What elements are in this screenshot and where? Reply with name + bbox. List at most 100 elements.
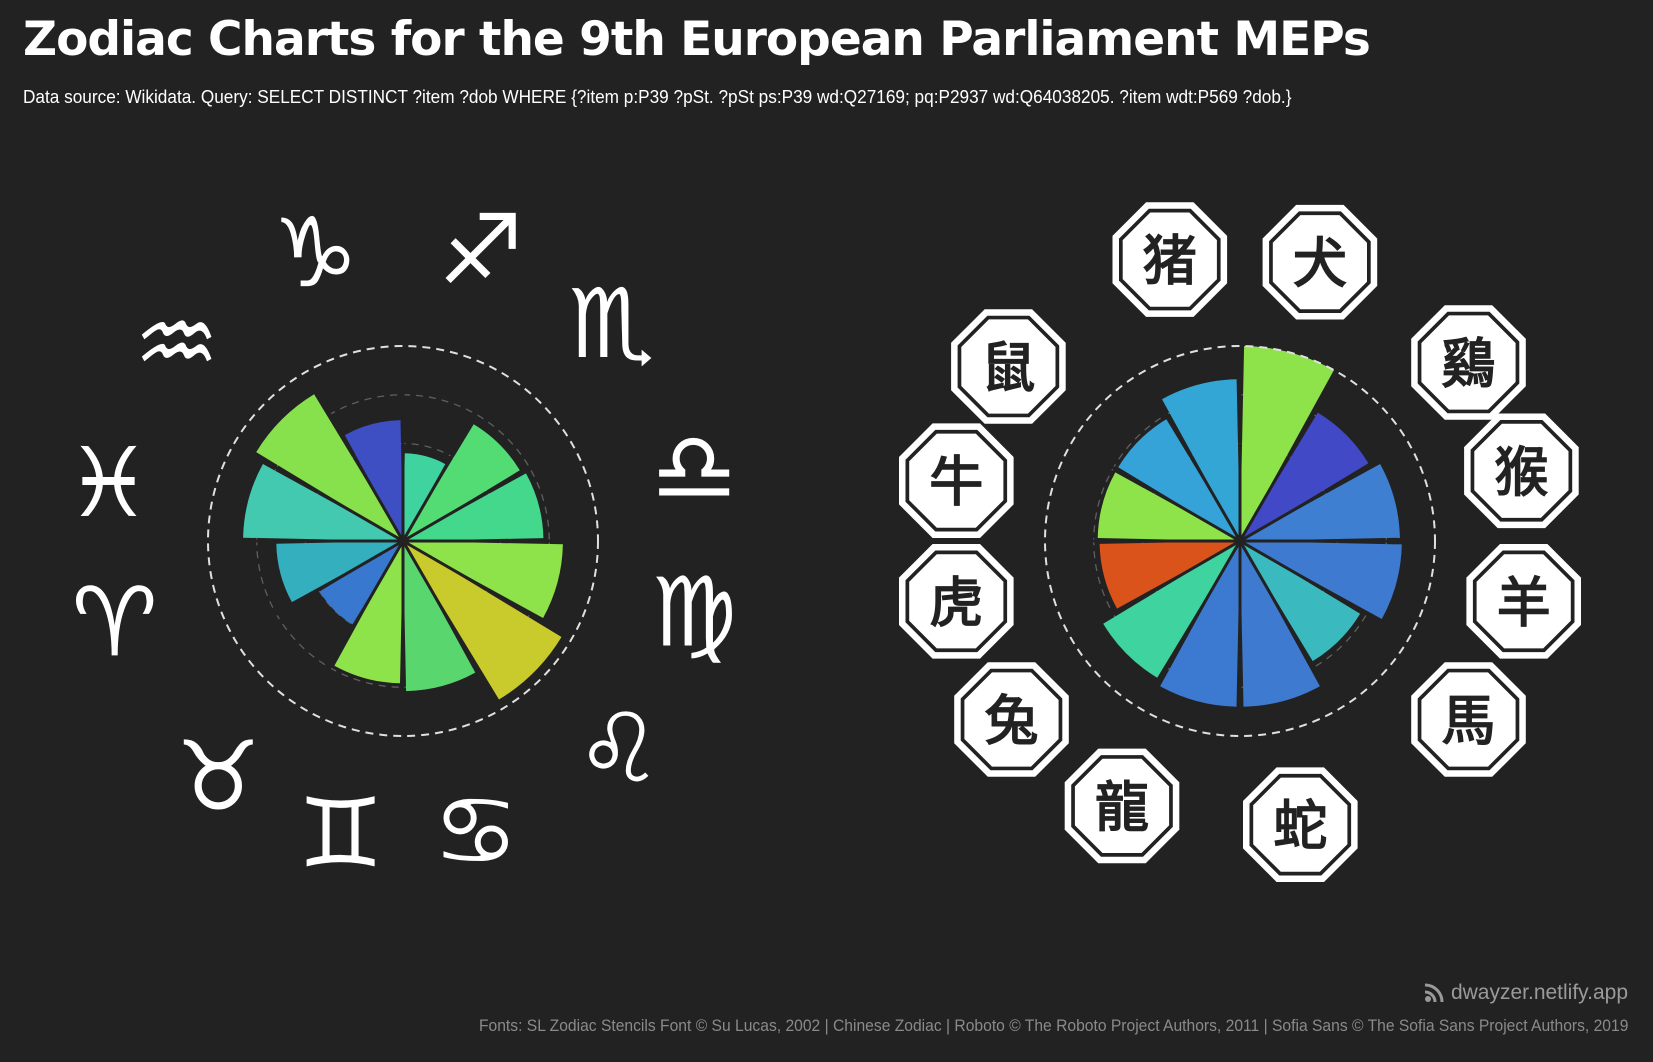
rooster-icon: 鷄 [1411,305,1526,420]
chinese-sign-symbol: 兔 [985,690,1039,753]
badge-face [1253,777,1348,872]
outer-guide-ring [1044,345,1436,737]
chinese-sign-symbol: 龍 [1095,776,1149,839]
badge-face [1476,554,1571,649]
zodiac-sign-symbol: ♒ [134,287,220,399]
bar-horse [1160,541,1240,707]
horse-icon: 馬 [1411,662,1526,777]
bar-rooster [1240,541,1402,619]
capricorn-icon: ♑ [272,197,358,309]
libra-icon: ♎ [651,411,737,523]
bar-scorpio [276,541,403,603]
taurus-icon: ♉ [175,720,261,832]
zodiac-sign-symbol: ♋ [433,775,519,887]
font-credits: Fonts: SL Zodiac Stencils Font © Su Luca… [478,1016,1628,1035]
bar-snake [1103,541,1240,678]
pig-icon: 猪 [1112,202,1228,317]
bar-aries [403,541,563,618]
cancer-icon: ♋ [433,775,519,887]
badge-face [1122,212,1217,307]
badge-face [1074,758,1170,853]
zodiac-sign-symbol: ♊ [298,777,384,889]
rss-icon [1424,983,1444,1003]
zodiac-sign-symbol: ♐ [438,194,524,306]
wedge-separator [302,540,405,715]
wedge-separator [401,540,504,715]
scorpio-icon: ♏ [568,268,654,380]
wedge-separator [1239,440,1414,543]
bar-rat [1240,412,1369,541]
bar-gemini [403,424,520,541]
chinese-sign-symbol: 鼠 [981,337,1035,400]
pisces-icon: ♓ [65,427,151,539]
bar-cancer [403,453,446,541]
wedge-separator [1239,539,1414,642]
badge-face [909,433,1004,528]
site-credit[interactable]: dwayzer.netlify.app [1423,981,1628,1005]
zodiac-sign-symbol: ♉ [175,720,261,832]
badge-face [909,554,1004,649]
ox-icon: 牛 [899,423,1014,538]
wedge-separator [1238,367,1341,542]
bar-leo [344,420,403,541]
chinese-sign-symbol: 虎 [929,571,983,634]
outer-guide-ring [207,345,599,737]
zodiac-sign-symbol: ♏ [568,268,654,380]
bar-pisces [403,541,562,700]
zodiac-sign-symbol: ♎ [651,411,737,523]
badge-face [1421,672,1516,767]
wedge-separator [1066,539,1241,642]
sagittarius-icon: ♐ [438,194,524,306]
snake-icon: 蛇 [1243,767,1358,882]
dog-icon: 犬 [1262,204,1378,320]
bar-virgo [256,394,403,541]
zodiac-sign-symbol: ♓ [65,427,151,539]
bar-pig [1240,346,1334,541]
rabbit-icon: 兔 [954,662,1069,777]
zodiac-sign-symbol: ♌ [576,692,662,804]
wedge-separator [402,539,577,642]
site-link[interactable]: dwayzer.netlify.app [1450,981,1628,1004]
zodiac-sign-symbol: ♈ [72,567,158,679]
aries-icon: ♈ [72,567,158,679]
bar-tiger [1118,419,1240,541]
chinese-sign-symbol: 蛇 [1273,795,1327,858]
chinese-sign-symbol: 馬 [1442,690,1496,753]
chinese-sign-symbol: 猴 [1494,441,1548,504]
chinese-sign-symbol: 犬 [1293,232,1347,295]
bar-rabbit [1097,472,1240,541]
tiger-icon: 虎 [899,544,1014,659]
wedge-separator [402,440,577,543]
chinese-sign-symbol: 牛 [929,451,983,514]
chinese-sign-symbol: 羊 [1497,571,1551,634]
bar-dog [1240,464,1400,541]
bar-libra [243,464,403,541]
western-zodiac-chart: ♈♉ ♊ ♋ ♌ ♍ ♎ ♏ ♐ ♑ ♒ ♓ [65,194,737,889]
goat-icon: 羊 [1466,544,1581,659]
chinese-sign-symbol: 猪 [1143,230,1197,293]
bar-dragon [1099,541,1240,609]
wedge-separator [229,539,404,642]
leo-icon: ♌ [576,692,662,804]
page-subtitle: Data source: Wikidata. Query: SELECT DIS… [23,86,1292,107]
badge-face [1474,423,1569,518]
wedge-separator [1066,440,1241,543]
zodiac-sign-symbol: ♍ [651,557,737,669]
aquarius-icon: ♒ [134,287,220,399]
page-title: Zodiac Charts for the 9th European Parli… [23,12,1371,67]
wedge-separator [302,367,405,542]
gemini-icon: ♊ [298,777,384,889]
wedge-separator [229,440,404,543]
bar-goat [1240,541,1320,707]
bar-aquarius [403,541,476,692]
bar-capricorn [334,541,403,684]
badge-face [1272,215,1367,310]
wedge-separator [1139,540,1242,715]
dragon-icon: 龍 [1064,748,1180,864]
badge-face [961,319,1056,414]
wedge-separator [1139,367,1242,542]
chinese-sign-symbol: 鷄 [1441,333,1496,396]
wedge-separator [401,367,504,542]
virgo-icon: ♍ [651,557,737,669]
